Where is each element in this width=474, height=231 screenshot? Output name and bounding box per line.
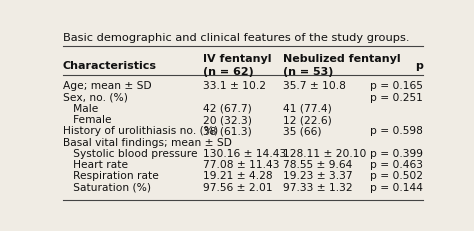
Text: p = 0.144: p = 0.144 (370, 182, 423, 192)
Text: 42 (67.7): 42 (67.7) (202, 103, 251, 113)
Text: p = 0.165: p = 0.165 (370, 81, 423, 91)
Text: 128.11 ± 20.10: 128.11 ± 20.10 (283, 148, 367, 158)
Text: Basal vital findings; mean ± SD: Basal vital findings; mean ± SD (63, 137, 232, 147)
Text: Age; mean ± SD: Age; mean ± SD (63, 81, 152, 91)
Text: p = 0.463: p = 0.463 (370, 160, 423, 170)
Text: Respiration rate: Respiration rate (63, 171, 159, 181)
Text: IV fentanyl
(n = 62): IV fentanyl (n = 62) (202, 54, 271, 77)
Text: 35 (66): 35 (66) (283, 126, 322, 136)
Text: 19.23 ± 3.37: 19.23 ± 3.37 (283, 171, 353, 181)
Text: 130.16 ± 14.43: 130.16 ± 14.43 (202, 148, 286, 158)
Text: 19.21 ± 4.28: 19.21 ± 4.28 (202, 171, 272, 181)
Text: 33.1 ± 10.2: 33.1 ± 10.2 (202, 81, 265, 91)
Text: Nebulized fentanyl
(n = 53): Nebulized fentanyl (n = 53) (283, 54, 401, 77)
Text: Characteristics: Characteristics (63, 61, 157, 71)
Text: Saturation (%): Saturation (%) (63, 182, 151, 192)
Text: 20 (32.3): 20 (32.3) (202, 115, 251, 125)
Text: 35.7 ± 10.8: 35.7 ± 10.8 (283, 81, 346, 91)
Text: History of urolithiasis no. (%): History of urolithiasis no. (%) (63, 126, 218, 136)
Text: 41 (77.4): 41 (77.4) (283, 103, 332, 113)
Text: 78.55 ± 9.64: 78.55 ± 9.64 (283, 160, 353, 170)
Text: p = 0.598: p = 0.598 (370, 126, 423, 136)
Text: 38 (61.3): 38 (61.3) (202, 126, 251, 136)
Text: 97.56 ± 2.01: 97.56 ± 2.01 (202, 182, 272, 192)
Text: p = 0.251: p = 0.251 (370, 92, 423, 102)
Text: Systolic blood pressure: Systolic blood pressure (63, 148, 198, 158)
Text: 77.08 ± 11.43: 77.08 ± 11.43 (202, 160, 279, 170)
Text: Sex, no. (%): Sex, no. (%) (63, 92, 128, 102)
Text: p = 0.502: p = 0.502 (370, 171, 423, 181)
Text: Female: Female (63, 115, 111, 125)
Text: p = 0.399: p = 0.399 (370, 148, 423, 158)
Text: Heart rate: Heart rate (63, 160, 128, 170)
Text: p: p (415, 61, 423, 71)
Text: 12 (22.6): 12 (22.6) (283, 115, 332, 125)
Text: Basic demographic and clinical features of the study groups.: Basic demographic and clinical features … (63, 33, 410, 43)
Text: 97.33 ± 1.32: 97.33 ± 1.32 (283, 182, 353, 192)
Text: Male: Male (63, 103, 98, 113)
